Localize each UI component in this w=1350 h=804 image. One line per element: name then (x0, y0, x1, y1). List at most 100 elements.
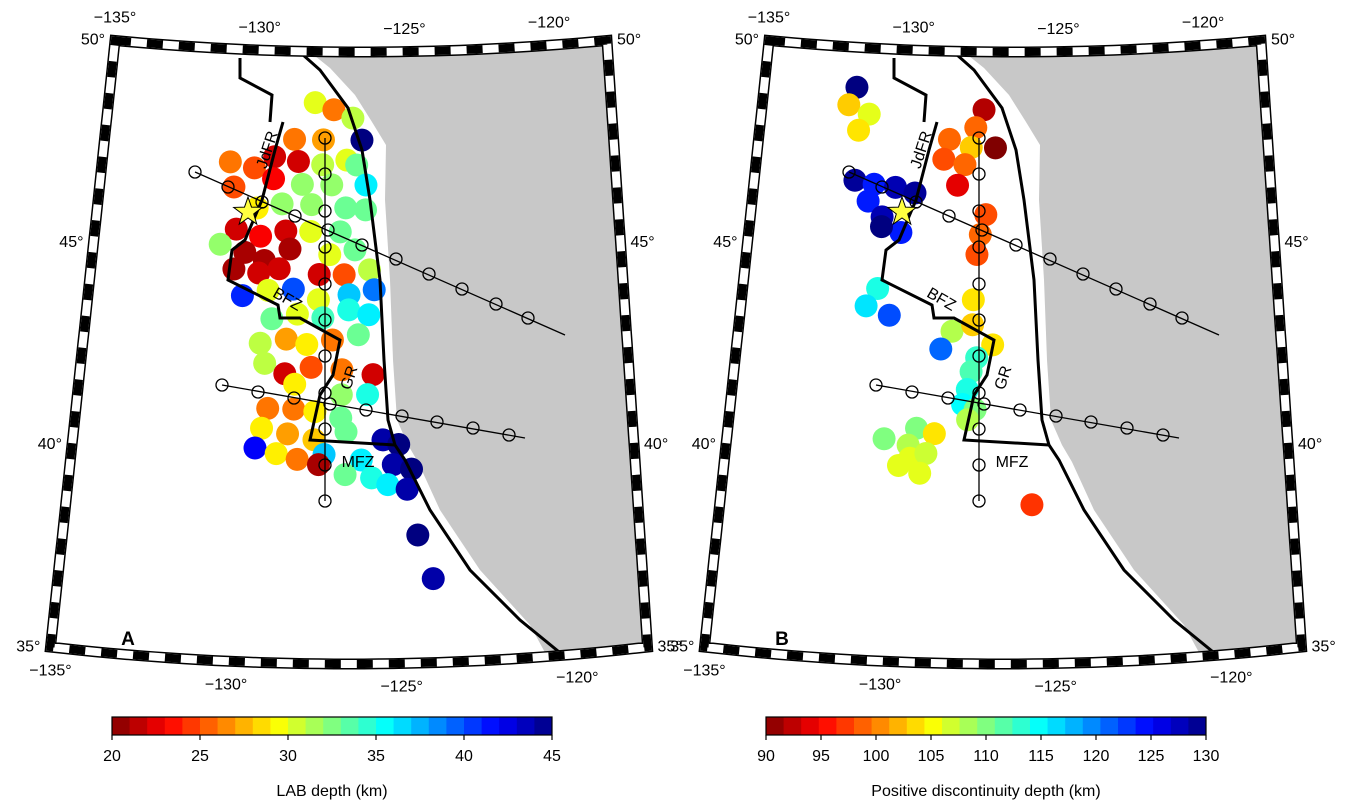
colorbar-tick-label: 40 (455, 748, 473, 765)
colorbar-step (1047, 717, 1066, 735)
depth-point (242, 156, 266, 180)
feature-label: MFZ (342, 454, 375, 471)
depth-point (337, 298, 361, 322)
depth-point (311, 306, 335, 330)
colorbar-step (393, 717, 412, 735)
depth-point (267, 257, 291, 281)
depth-point (845, 75, 869, 99)
colorbar-step (252, 717, 271, 735)
lon-label: −130° (238, 19, 280, 36)
feature-label: MFZ (996, 454, 1029, 471)
colorbar-step (924, 717, 943, 735)
lon-label: −125° (380, 679, 422, 696)
colorbar-step (534, 717, 553, 735)
depth-point (866, 277, 890, 301)
colorbar-step (129, 717, 148, 735)
lon-label: −120° (1182, 14, 1224, 31)
depth-point (222, 257, 246, 281)
depth-point (837, 93, 861, 117)
depth-point (332, 263, 356, 287)
depth-point (854, 294, 878, 318)
depth-point (357, 258, 381, 282)
depth-point (303, 91, 327, 115)
lat-label: 45° (1285, 234, 1309, 251)
colorbar-step (235, 717, 254, 735)
map-frame (44, 34, 654, 670)
colorbar-step (1012, 717, 1031, 735)
panel-letter: A (121, 629, 135, 650)
colorbar-tick-label: 20 (103, 748, 121, 765)
depth-point (959, 360, 983, 384)
depth-point (1020, 493, 1044, 517)
panel: −135° −135° −130° −130° −125° −125° −120° −120°… (670, 10, 1350, 800)
depth-point (278, 237, 302, 261)
colorbar-step (836, 717, 855, 735)
depth-point (395, 477, 419, 501)
colorbar-step (766, 717, 785, 735)
depth-point (857, 102, 881, 126)
depth-point (300, 193, 324, 217)
depth-point (972, 98, 996, 122)
lon-label: −125° (1034, 679, 1076, 696)
colorbar-label: Positive discontinuity depth (km) (871, 783, 1100, 800)
depth-point (253, 351, 277, 375)
depth-point (295, 332, 319, 356)
lat-label: 45° (713, 234, 737, 251)
lat-label: 50° (617, 32, 641, 49)
lat-label: 35° (1312, 638, 1336, 655)
depth-point (346, 323, 370, 347)
feature-label: GR (992, 364, 1016, 392)
colorbar-tick-label: 25 (191, 748, 209, 765)
depth-point (381, 453, 405, 477)
depth-point (224, 217, 248, 241)
depth-point (965, 243, 989, 267)
depth-point (922, 422, 946, 446)
colorbar-step (1135, 717, 1154, 735)
colorbar-tick-label: 115 (1028, 748, 1054, 765)
depth-point (299, 355, 323, 379)
depth-point (208, 232, 232, 256)
lon-label: −135° (94, 10, 136, 27)
colorbar-tick-label: 35 (367, 748, 385, 765)
colorbar-step (906, 717, 925, 735)
colorbar-step (164, 717, 183, 735)
colorbar-step (977, 717, 996, 735)
colorbar-step (464, 717, 483, 735)
colorbar-step (871, 717, 890, 735)
depth-point (286, 149, 310, 173)
depth-point (356, 383, 380, 407)
depth-point (248, 331, 272, 355)
depth-point (847, 118, 871, 142)
lon-label: −135° (748, 10, 790, 27)
depth-point (306, 288, 330, 312)
colorbar-step (147, 717, 166, 735)
depth-point (334, 420, 358, 444)
panel-letter: B (775, 629, 789, 650)
depth-point (250, 416, 274, 440)
colorbar-step (994, 717, 1013, 735)
lat-label: 40° (644, 436, 668, 453)
lat-label: 50° (735, 32, 759, 49)
depth-point (322, 98, 346, 122)
lat-label: 50° (81, 32, 105, 49)
feature-label: BFZ (924, 285, 959, 315)
depth-point (349, 448, 373, 472)
depth-point (953, 153, 977, 177)
colorbar-step (1065, 717, 1084, 735)
depth-point (270, 192, 294, 216)
colorbar-step (942, 717, 961, 735)
colorbar-step (358, 717, 377, 735)
colorbar-step (1100, 717, 1119, 735)
colorbar-step (1188, 717, 1207, 735)
colorbar-step (446, 717, 465, 735)
colorbar-tick-label: 90 (757, 748, 775, 765)
colorbar-tick-label: 45 (543, 748, 561, 765)
depth-point (357, 303, 381, 327)
depth-point (285, 447, 309, 471)
lat-label: 35° (658, 638, 682, 655)
colorbar-step (112, 717, 131, 735)
colorbar-step (340, 717, 359, 735)
depth-point (318, 243, 342, 267)
